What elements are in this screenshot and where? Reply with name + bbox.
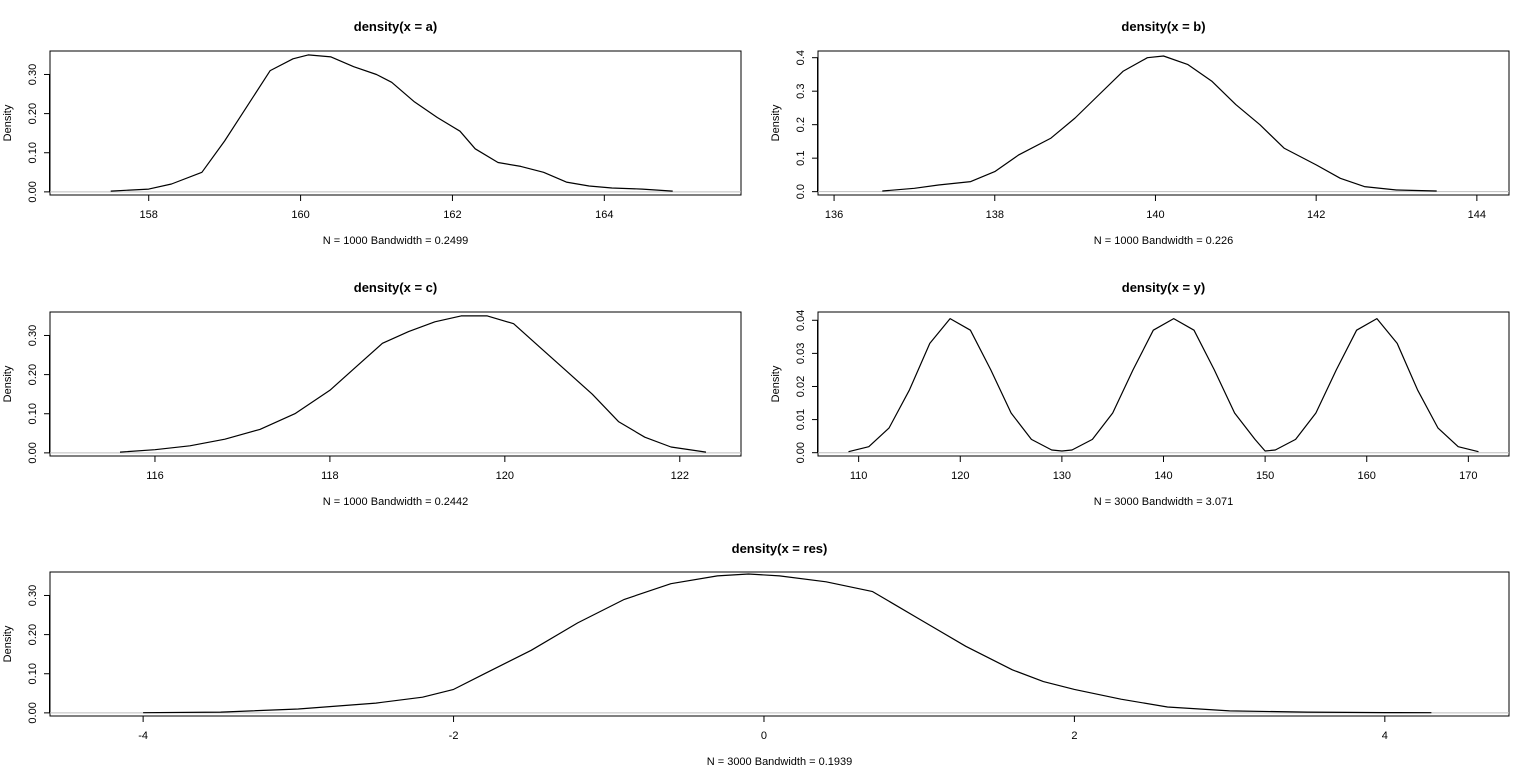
x-tick-label: -4	[138, 730, 148, 742]
y-tick-label: 0.10	[27, 403, 39, 424]
y-tick-label: 0.0	[795, 184, 807, 199]
y-tick-label: 0.01	[795, 409, 807, 430]
plot-frame	[49, 50, 742, 196]
y-tick-label: 0.20	[27, 103, 39, 124]
y-tick-label: 0.03	[795, 343, 807, 364]
x-tick-label: 162	[443, 209, 461, 221]
panel-title: density(x = a)	[354, 19, 437, 34]
panel-title: density(x = y)	[1122, 280, 1205, 295]
y-tick-label: 0.00	[795, 442, 807, 463]
x-tick-label: 158	[140, 209, 158, 221]
y-axis-label: Density	[2, 365, 14, 402]
density-panel: density(x = y) 110 120 130 140 150 160 170 0.00 0…	[770, 280, 1510, 508]
y-tick-label: 0.00	[27, 442, 39, 463]
y-tick-label: 0.10	[27, 142, 39, 163]
x-tick-label: 142	[1307, 209, 1325, 221]
x-tick-label: 140	[1154, 470, 1172, 482]
y-tick-label: 0.00	[27, 702, 39, 723]
x-axis-label: N = 1000 Bandwidth = 0.2442	[323, 496, 469, 508]
x-tick-label: 138	[986, 209, 1004, 221]
density-curve	[848, 318, 1479, 453]
y-tick-label: 0.30	[27, 64, 39, 85]
density-curve	[110, 54, 673, 192]
x-tick-label: 120	[496, 470, 514, 482]
y-tick-label: 0.20	[27, 624, 39, 645]
x-tick-label: 2	[1071, 730, 1077, 742]
density-panel: density(x = a) 158 160 162 164 0.00 0.10 0.20 0.…	[2, 19, 742, 247]
y-tick-label: 0.02	[795, 376, 807, 397]
density-panel: density(x = res) -4 -2 0 2 4 0.00 0.10 0.20 0.30 D…	[2, 541, 1510, 768]
panel-title: density(x = res)	[732, 541, 828, 556]
x-axis-label: N = 3000 Bandwidth = 0.1939	[707, 756, 853, 768]
y-axis-label: Density	[2, 104, 14, 141]
density-panel: density(x = c) 116 118 120 122 0.00 0.10 0.20 0.…	[2, 280, 742, 508]
y-axis-label: Density	[770, 104, 782, 141]
x-tick-label: 150	[1256, 470, 1274, 482]
density-curve	[143, 573, 1432, 714]
plot-frame	[817, 50, 1510, 196]
y-tick-label: 0.10	[27, 663, 39, 684]
panel-title: density(x = c)	[354, 280, 437, 295]
x-tick-label: 160	[1358, 470, 1376, 482]
x-tick-label: 130	[1053, 470, 1071, 482]
x-tick-label: 140	[1146, 209, 1164, 221]
x-tick-label: 160	[291, 209, 309, 221]
x-tick-label: 4	[1382, 730, 1388, 742]
y-tick-label: 0.1	[795, 151, 807, 166]
y-axis-label: Density	[770, 365, 782, 402]
x-tick-label: 110	[850, 470, 868, 482]
density-panel: density(x = b) 136 138 140 142 144 0.0 0.1 0.2 0.…	[770, 19, 1510, 247]
x-tick-label: 136	[825, 209, 843, 221]
x-tick-label: 120	[951, 470, 969, 482]
plot-frame	[49, 311, 742, 457]
x-tick-label: 164	[595, 209, 613, 221]
plot-frame	[49, 571, 1510, 717]
x-tick-label: 122	[671, 470, 689, 482]
x-axis-label: N = 1000 Bandwidth = 0.2499	[323, 235, 469, 247]
panel-title: density(x = b)	[1121, 19, 1205, 34]
y-tick-label: 0.00	[27, 181, 39, 202]
y-tick-label: 0.20	[27, 364, 39, 385]
y-tick-label: 0.2	[795, 117, 807, 132]
y-tick-label: 0.30	[27, 585, 39, 606]
density-curve	[882, 55, 1437, 192]
x-tick-label: 116	[146, 470, 164, 482]
x-tick-label: 0	[761, 730, 767, 742]
y-axis-label: Density	[2, 625, 14, 662]
x-tick-label: 118	[321, 470, 339, 482]
x-tick-label: 170	[1459, 470, 1477, 482]
y-tick-label: 0.3	[795, 84, 807, 99]
x-tick-label: -2	[449, 730, 459, 742]
density-curve	[119, 315, 707, 453]
y-tick-label: 0.4	[795, 50, 807, 65]
y-tick-label: 0.04	[795, 310, 807, 331]
x-axis-label: N = 1000 Bandwidth = 0.226	[1094, 235, 1233, 247]
y-tick-label: 0.30	[27, 325, 39, 346]
plot-frame	[817, 311, 1510, 457]
x-tick-label: 144	[1468, 209, 1486, 221]
x-axis-label: N = 3000 Bandwidth = 3.071	[1094, 496, 1233, 508]
